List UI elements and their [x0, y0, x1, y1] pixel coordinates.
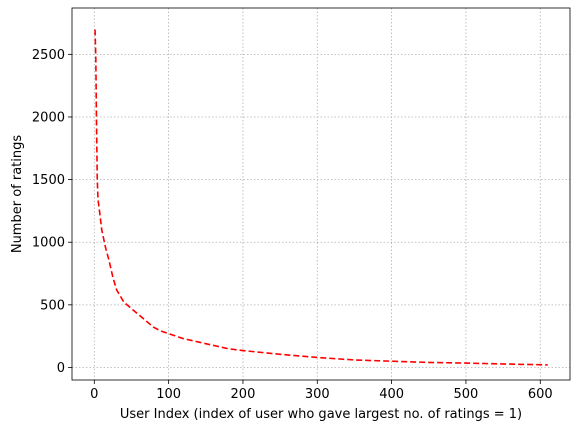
y-tick-label: 0: [57, 361, 65, 376]
y-tick-label: 2500: [32, 48, 65, 63]
y-axis-label: Number of ratings: [10, 135, 25, 254]
x-tick-label: 500: [454, 387, 479, 402]
x-tick-label: 600: [528, 387, 553, 402]
x-axis-label: User Index (index of user who gave large…: [120, 407, 522, 422]
y-tick-label: 2000: [32, 110, 65, 125]
x-tick-label: 400: [379, 387, 404, 402]
x-tick-label: 200: [231, 387, 256, 402]
x-tick-label: 100: [156, 387, 181, 402]
x-tick-label: 300: [305, 387, 330, 402]
plot-frame: [71, 7, 571, 381]
axis-ticks: 0 100 200 300 400 500 600 0 500 1000 1500 2000 2500: [32, 48, 553, 402]
series-line: [94, 29, 548, 366]
y-tick-label: 1500: [32, 173, 65, 188]
series-layer: [94, 29, 548, 366]
y-tick-label: 1000: [32, 236, 65, 251]
grid: [72, 8, 570, 380]
x-tick-label: 0: [90, 387, 98, 402]
y-tick-label: 500: [40, 298, 65, 313]
